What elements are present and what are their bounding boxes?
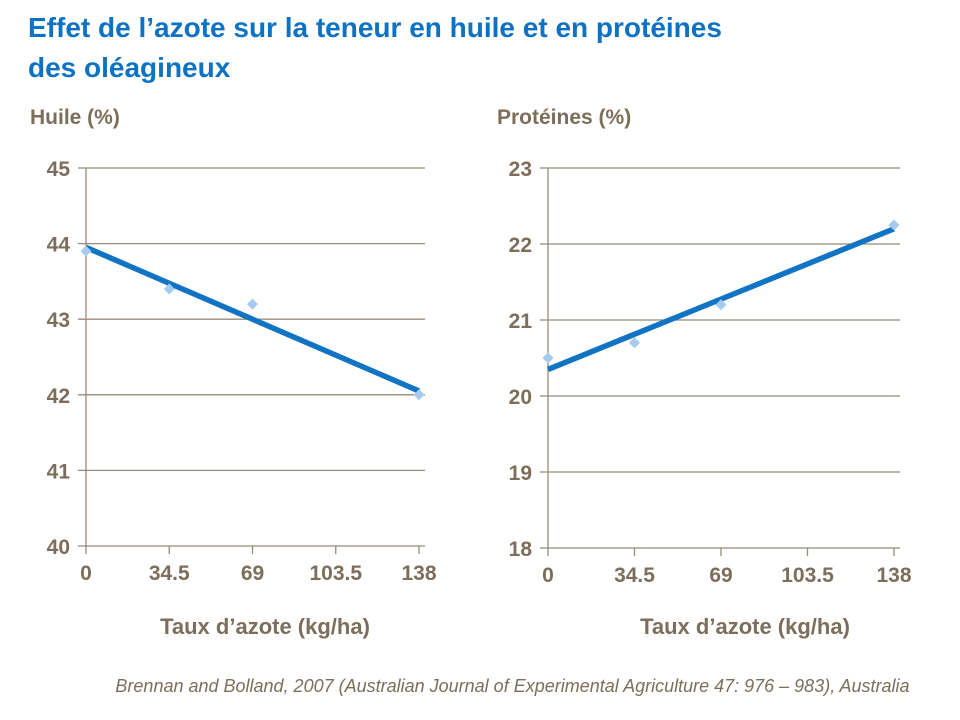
proteines-chart-title: Protéines (%): [497, 106, 632, 129]
svg-text:19: 19: [509, 462, 532, 485]
svg-text:103.5: 103.5: [309, 562, 362, 585]
proteines-chart-plot: 18 19 20 21 22 23 0 34.5 69 103.5 138: [509, 158, 912, 587]
slide-title: Effet de l’azote sur la teneur en huile …: [28, 8, 722, 88]
huile-xaxis-title: Taux d’azote (kg/ha): [160, 614, 370, 639]
slide-title-line1: Effet de l’azote sur la teneur en huile …: [28, 12, 722, 43]
svg-text:22: 22: [509, 234, 532, 257]
svg-text:0: 0: [542, 564, 554, 587]
svg-text:34.5: 34.5: [149, 562, 190, 585]
svg-text:45: 45: [47, 158, 71, 181]
svg-text:0: 0: [80, 562, 92, 585]
svg-text:69: 69: [241, 562, 264, 585]
huile-chart-title: Huile (%): [30, 106, 120, 129]
svg-text:41: 41: [47, 460, 71, 483]
huile-chart-plot: 40 41 42 43 44 45 0 34.5 69 103.5 138: [47, 158, 437, 585]
svg-text:20: 20: [509, 386, 532, 409]
svg-text:43: 43: [47, 309, 70, 332]
proteines-xaxis-title: Taux d’azote (kg/ha): [640, 614, 850, 639]
svg-text:138: 138: [876, 564, 911, 587]
svg-text:138: 138: [401, 562, 436, 585]
svg-text:44: 44: [47, 234, 71, 257]
svg-text:23: 23: [509, 158, 532, 181]
svg-text:40: 40: [47, 536, 70, 559]
svg-text:42: 42: [47, 385, 70, 408]
slide-title-line2: des oléagineux: [28, 52, 231, 83]
citation-text: Brennan and Bolland, 2007 (Australian Jo…: [115, 676, 910, 696]
svg-text:103.5: 103.5: [781, 564, 834, 587]
svg-text:18: 18: [509, 538, 533, 561]
svg-text:21: 21: [509, 310, 533, 333]
svg-text:69: 69: [709, 564, 732, 587]
svg-text:34.5: 34.5: [614, 564, 655, 587]
